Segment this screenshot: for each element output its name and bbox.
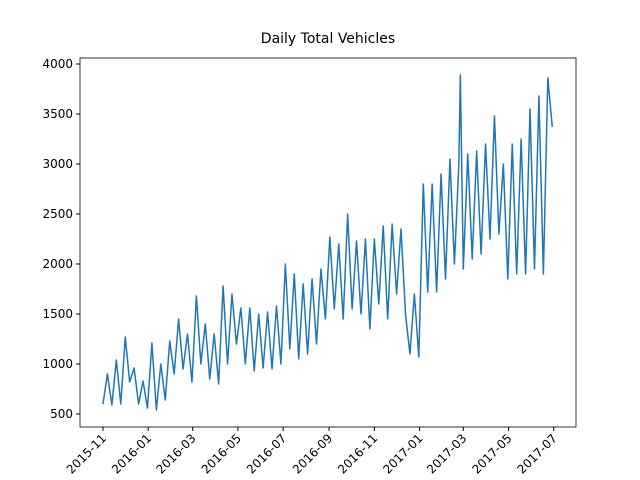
y-tick-label: 1500: [42, 307, 73, 321]
x-tick-label: 2017-03: [424, 431, 469, 476]
x-tick-label: 2016-01: [109, 431, 154, 476]
y-tick-label: 500: [50, 407, 73, 421]
x-tick-label: 2016-11: [335, 431, 380, 476]
x-tick-label: 2016-09: [290, 431, 335, 476]
x-tick-label: 2017-05: [469, 431, 514, 476]
y-tick-label: 3500: [42, 107, 73, 121]
x-tick-label: 2016-05: [199, 431, 244, 476]
x-tick-label: 2017-07: [515, 431, 560, 476]
x-tick-label: 2017-01: [380, 431, 425, 476]
x-tick-label: 2016-03: [153, 431, 198, 476]
x-tick-label: 2015-11: [64, 431, 109, 476]
y-tick-label: 1000: [42, 357, 73, 371]
y-tick-label: 4000: [42, 57, 73, 71]
y-tick-label: 2500: [42, 207, 73, 221]
x-tick-label: 2016-07: [244, 431, 289, 476]
data-line: [102, 74, 554, 411]
y-tick-label: 2000: [42, 257, 73, 271]
y-tick-label: 3000: [42, 157, 73, 171]
plot-frame: [79, 57, 577, 428]
chart-title: Daily Total Vehicles: [261, 31, 395, 47]
